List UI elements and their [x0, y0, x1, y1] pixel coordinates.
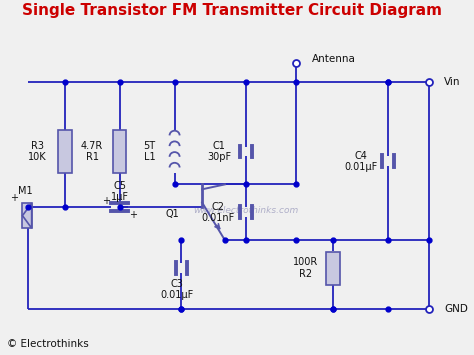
Text: 100R
R2: 100R R2 — [292, 257, 318, 279]
Title: Single Transistor FM Transmitter Circuit Diagram: Single Transistor FM Transmitter Circuit… — [22, 3, 442, 18]
Text: +: + — [102, 196, 110, 207]
Text: Antenna: Antenna — [312, 54, 356, 64]
Text: GND: GND — [444, 305, 468, 315]
Text: Vin: Vin — [444, 77, 460, 87]
Text: C5
1μF: C5 1μF — [110, 181, 128, 202]
Text: +: + — [129, 210, 137, 220]
Text: 5T
L1: 5T L1 — [143, 141, 155, 162]
Text: M1: M1 — [18, 186, 33, 196]
Bar — [22, 203, 32, 228]
Bar — [326, 252, 339, 285]
Text: +: + — [10, 192, 18, 203]
Text: Q1: Q1 — [165, 209, 179, 219]
Text: R3
10K: R3 10K — [28, 141, 46, 162]
Text: C1
30pF: C1 30pF — [207, 141, 231, 162]
Polygon shape — [22, 203, 32, 228]
Text: C2
0.01nF: C2 0.01nF — [201, 202, 235, 223]
Text: C3
0.01μF: C3 0.01μF — [160, 279, 193, 300]
Text: © Electrothinks: © Electrothinks — [8, 339, 89, 349]
Bar — [58, 130, 72, 173]
Text: www.electrothinks.com: www.electrothinks.com — [193, 206, 298, 215]
Bar — [113, 130, 127, 173]
Text: 4.7R
R1: 4.7R R1 — [81, 141, 103, 162]
Text: C4
0.01μF: C4 0.01μF — [345, 151, 378, 172]
